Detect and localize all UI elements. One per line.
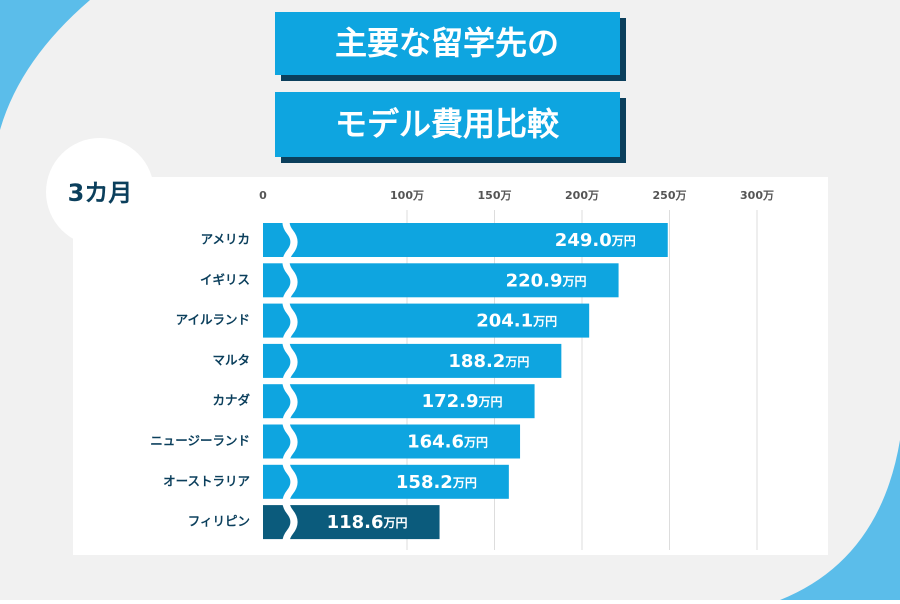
title-box [275,92,620,157]
category-label: カナダ [212,393,250,408]
x-tick-label: 150万 [478,189,512,202]
title-box [275,12,620,75]
value-label: 158.2万円 [396,472,477,493]
bar [263,223,668,257]
category-label: オーストラリア [163,473,250,488]
value-number: 118.6 [327,512,384,533]
value-label: 164.6万円 [407,432,488,453]
value-unit: 万円 [611,234,636,248]
value-label: 204.1万円 [476,311,557,332]
value-label: 249.0万円 [555,230,636,251]
value-number: 249.0 [555,230,612,251]
value-number: 164.6 [407,432,464,453]
value-unit: 万円 [532,314,557,328]
bar [263,303,590,338]
category-label: イギリス [200,272,250,287]
axis-break [282,209,298,555]
badge-text: 3カ月 [68,179,133,207]
value-number: 158.2 [396,472,453,493]
value-number: 188.2 [448,351,505,372]
x-tick-label: 100万 [390,189,424,202]
value-number: 172.9 [422,391,479,412]
value-unit: 万円 [383,516,408,530]
value-number: 204.1 [476,311,533,332]
category-label: ニュージーランド [150,433,250,448]
title: 主要な留学先の [335,24,559,62]
value-unit: 万円 [463,435,488,449]
x-tick-label: 300万 [740,189,774,202]
badge [46,138,154,246]
bar [263,384,535,419]
x-tick-label: 250万 [653,189,687,202]
value-label: 172.9万円 [422,391,503,412]
value-unit: 万円 [562,274,587,288]
value-unit: 万円 [478,395,503,409]
value-label: 118.6万円 [327,512,408,533]
value-label: 188.2万円 [448,351,529,372]
corner-decoration [780,440,900,600]
category-label: マルタ [212,352,250,367]
value-unit: 万円 [504,354,529,368]
bar [263,464,509,499]
value-label: 220.9万円 [506,270,587,291]
value-number: 220.9 [506,270,563,291]
title: モデル費用比較 [335,105,560,143]
bar [263,424,521,459]
category-label: フィリピン [188,514,250,529]
corner-decoration [0,0,90,130]
x-tick-label: 0 [259,189,267,202]
category-label: アメリカ [201,232,250,247]
x-tick-label: 200万 [565,189,599,202]
category-label: アイルランド [176,312,250,327]
bar [263,263,619,298]
value-unit: 万円 [452,475,477,489]
bar [263,343,562,378]
